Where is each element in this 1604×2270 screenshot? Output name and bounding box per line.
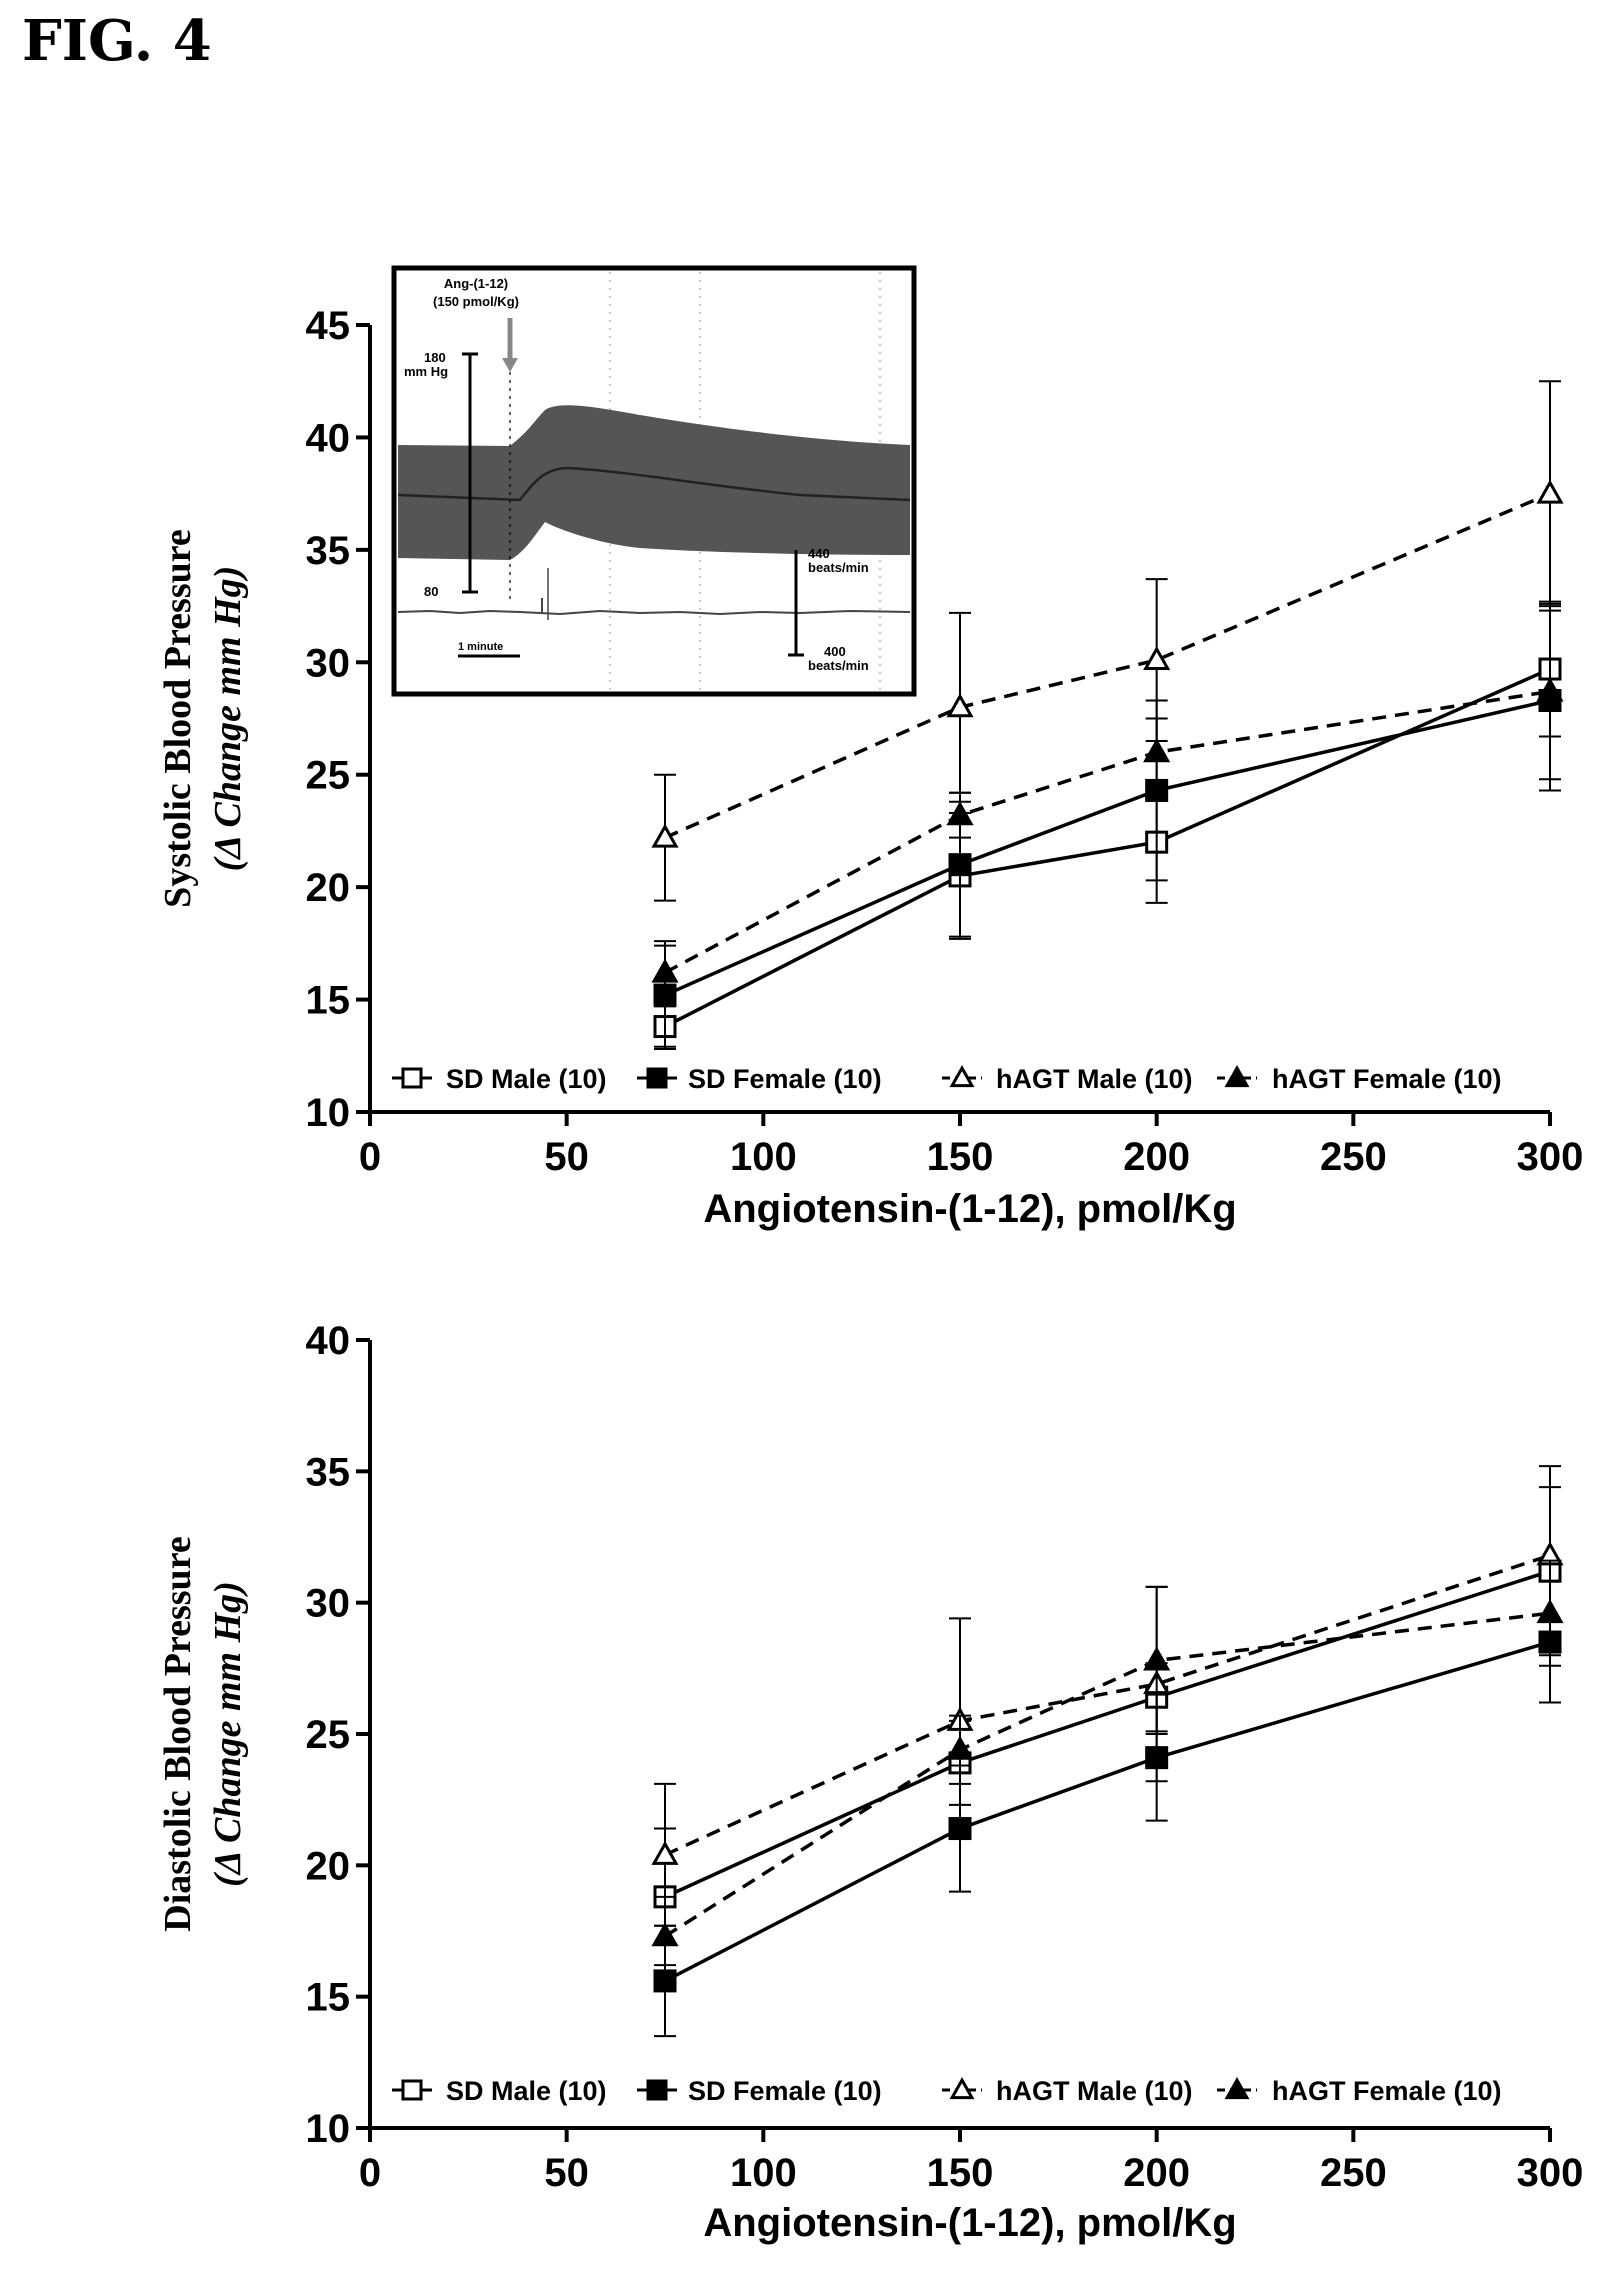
marker-filled-square: [646, 1067, 668, 1089]
y-axis-label-line2: (Δ Change mm Hg): [207, 566, 249, 872]
y-tick-label: 45: [306, 304, 351, 348]
x-tick-label: 250: [1320, 2151, 1387, 2195]
marker-filled-triangle-0: [651, 1922, 679, 1947]
y-tick-label: 30: [306, 1582, 351, 1626]
marker-filled-triangle-3: [1536, 677, 1564, 702]
inset-label-line1: Ang-(1-12): [444, 276, 508, 291]
legend-label: SD Male (10): [446, 2076, 607, 2106]
marker-open-triangle: [949, 2077, 975, 2100]
systolic-chart: 10 15 20 25 30 35 40 45 0 50 100 150 200 250 300 Angiot…: [157, 304, 1583, 1231]
marker-open-triangle-3: [1536, 479, 1564, 504]
x-axis-label: Angiotensin-(1-12), pmol/Kg: [703, 2201, 1236, 2245]
legend-label: hAGT Male (10): [996, 2076, 1193, 2106]
y-tick-label: 35: [306, 529, 351, 573]
inset-hr-top-value: 440: [808, 546, 830, 561]
x-tick-label: 100: [730, 1135, 797, 1179]
series-line: [664, 1640, 1551, 1983]
y-tick-label: 40: [306, 416, 351, 460]
y-tick-label: 20: [306, 1844, 351, 1888]
marker-filled-triangle-2: [1143, 1646, 1171, 1671]
inset-hr-bottom-value: 400: [824, 644, 846, 659]
inset-bp-top-unit: mm Hg: [404, 364, 448, 379]
x-tick-label: 300: [1517, 1135, 1584, 1179]
x-tick-label: 300: [1517, 2151, 1584, 2195]
series-open-triangle: hAGT Male (10): [651, 380, 1564, 1094]
marker-open-square: [401, 2079, 423, 2101]
series-filled-triangle: hAGT Female (10): [651, 602, 1564, 1094]
y-tick-label: 40: [306, 1319, 351, 1363]
x-tick-label: 200: [1123, 2151, 1190, 2195]
marker-filled-triangle-1: [946, 801, 974, 826]
y-tick-label: 35: [306, 1450, 351, 1494]
series-line: [664, 1611, 1551, 1938]
y-tick-label: 15: [306, 1976, 351, 2020]
legend-label: SD Female (10): [688, 1064, 882, 1094]
figure-label: FIG. 4: [22, 8, 212, 74]
x-tick-label: 100: [730, 2151, 797, 2195]
x-tick-label: 150: [927, 2151, 994, 2195]
inset-trace-panel: Ang-(1-12) (150 pmol/Kg) 180 mm Hg 80 44…: [391, 265, 917, 697]
marker-open-square: [401, 1067, 423, 1089]
x-tick-label: 0: [359, 2151, 381, 2195]
y-tick-label: 15: [306, 979, 351, 1023]
series-line: [664, 1569, 1551, 1899]
marker-open-triangle-1: [946, 693, 974, 718]
y-tick-label: 30: [306, 641, 351, 685]
y-tick-label: 10: [306, 2107, 351, 2151]
marker-filled-triangle-3: [1536, 1599, 1564, 1624]
series-line: [664, 689, 1551, 975]
marker-filled-square: [646, 2079, 668, 2101]
x-tick-label: 50: [544, 2151, 589, 2195]
series-filled-square: SD Female (10): [637, 1580, 1562, 2106]
y-axis-label-line1: Systolic Blood Pressure: [157, 529, 199, 908]
y-tick-label: 10: [306, 1091, 351, 1135]
marker-filled-triangle: [1224, 1065, 1250, 1088]
series-line: [664, 1553, 1551, 1857]
x-axis-label: Angiotensin-(1-12), pmol/Kg: [703, 1187, 1236, 1231]
series-line: [664, 667, 1551, 1029]
x-tick-label: 150: [927, 1135, 994, 1179]
y-tick-label: 20: [306, 866, 351, 910]
marker-open-triangle-2: [1143, 645, 1171, 671]
series-open-square: SD Male (10): [392, 1486, 1562, 2106]
x-tick-label: 0: [359, 1135, 381, 1179]
y-tick-label: 25: [306, 1713, 351, 1757]
series-line: [664, 698, 1551, 997]
inset-hr-top-unit: beats/min: [808, 560, 869, 575]
series-filled-triangle: hAGT Female (10): [651, 1559, 1564, 2106]
inset-heart-rate-trace: [397, 609, 911, 616]
series-line: [664, 492, 1551, 840]
marker-filled-triangle-0: [651, 958, 679, 983]
marker-filled-square-1: [948, 853, 972, 877]
x-tick-label: 250: [1320, 1135, 1387, 1179]
inset-pressure-band: [398, 405, 910, 560]
marker-filled-triangle-2: [1143, 738, 1171, 763]
legend-label: SD Male (10): [446, 1064, 607, 1094]
y-axis-label-line2: (Δ Change mm Hg): [207, 1581, 249, 1887]
inset-label-line2: (150 pmol/Kg): [433, 294, 519, 309]
marker-open-triangle-0: [651, 1840, 679, 1865]
series-open-triangle: hAGT Male (10): [651, 1465, 1564, 2106]
legend-label: hAGT Female (10): [1272, 1064, 1502, 1094]
marker-open-triangle-0: [651, 823, 679, 848]
marker-filled-triangle-1: [946, 1735, 974, 1760]
inset-bp-top-value: 180: [424, 350, 446, 365]
marker-filled-triangle: [1224, 2077, 1250, 2100]
y-axis-label-line1: Diastolic Blood Pressure: [157, 1536, 199, 1931]
inset-mean-pressure: [397, 466, 911, 502]
inset-bp-bottom-value: 80: [424, 584, 438, 599]
legend-label: hAGT Male (10): [996, 1064, 1193, 1094]
legend-label: SD Female (10): [688, 2076, 882, 2106]
diastolic-chart: 10 15 20 25 30 35 40 0 50 100 150 200 250 300 Angioten…: [157, 1319, 1583, 2245]
y-tick-label: 25: [306, 754, 351, 798]
inset-time-scale-label: 1 minute: [458, 641, 503, 653]
legend-label: hAGT Female (10): [1272, 2076, 1502, 2106]
inset-injection-arrow-head: [502, 358, 518, 372]
x-tick-label: 50: [544, 1135, 589, 1179]
marker-open-triangle: [949, 1065, 975, 1088]
inset-hr-bottom-unit: beats/min: [808, 658, 869, 673]
x-tick-label: 200: [1123, 1135, 1190, 1179]
